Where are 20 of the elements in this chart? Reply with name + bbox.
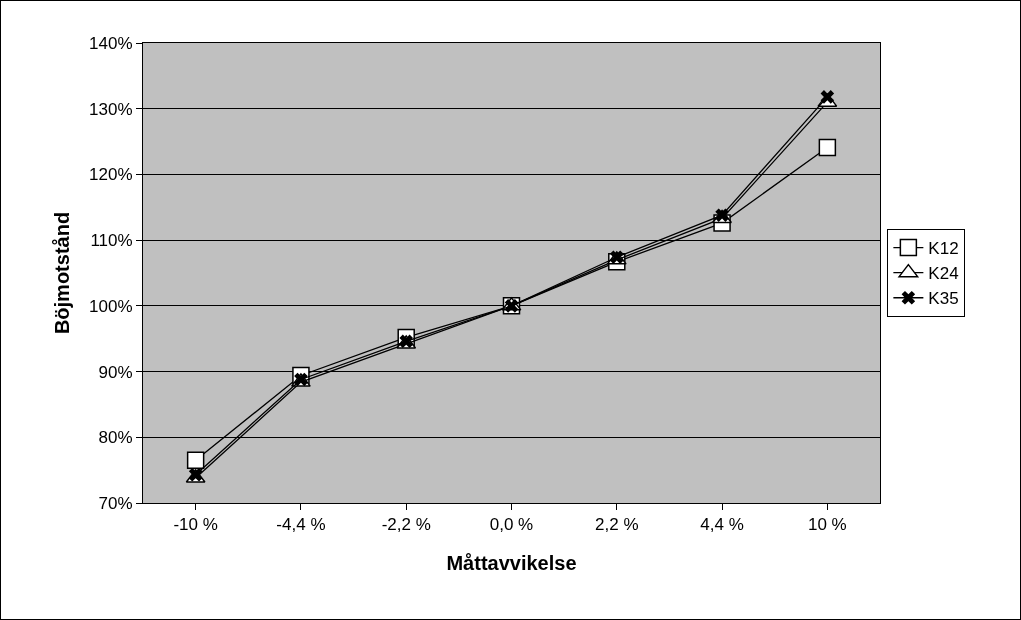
x-tick-label: -2,2 %	[381, 515, 431, 535]
x-axis-title: Måttavvikelse	[446, 551, 577, 574]
y-tick-label: 80%	[98, 428, 133, 448]
y-tick-label: 120%	[89, 165, 133, 185]
y-tick-label: 90%	[98, 362, 133, 382]
x-tick-label: -10 %	[173, 515, 218, 535]
x-tick-label: 0,0 %	[489, 515, 534, 535]
legend-label: K12	[928, 239, 959, 259]
legend-label: K24	[928, 264, 959, 284]
x-tick-label: 4,4 %	[700, 515, 744, 535]
y-tick-label: 130%	[89, 99, 133, 119]
y-tick-label: 110%	[90, 231, 133, 251]
legend-label: K35	[928, 289, 959, 309]
x-tick-label: 2,2 %	[595, 515, 639, 535]
y-tick-label: 140%	[89, 33, 133, 53]
y-tick-label: 70%	[98, 493, 133, 513]
y-axis-title: Böjmotstånd	[50, 211, 73, 335]
y-tick-label: 100%	[89, 296, 133, 316]
x-tick-label: 10 %	[807, 515, 847, 535]
x-tick-label: -4,4 %	[276, 515, 326, 535]
